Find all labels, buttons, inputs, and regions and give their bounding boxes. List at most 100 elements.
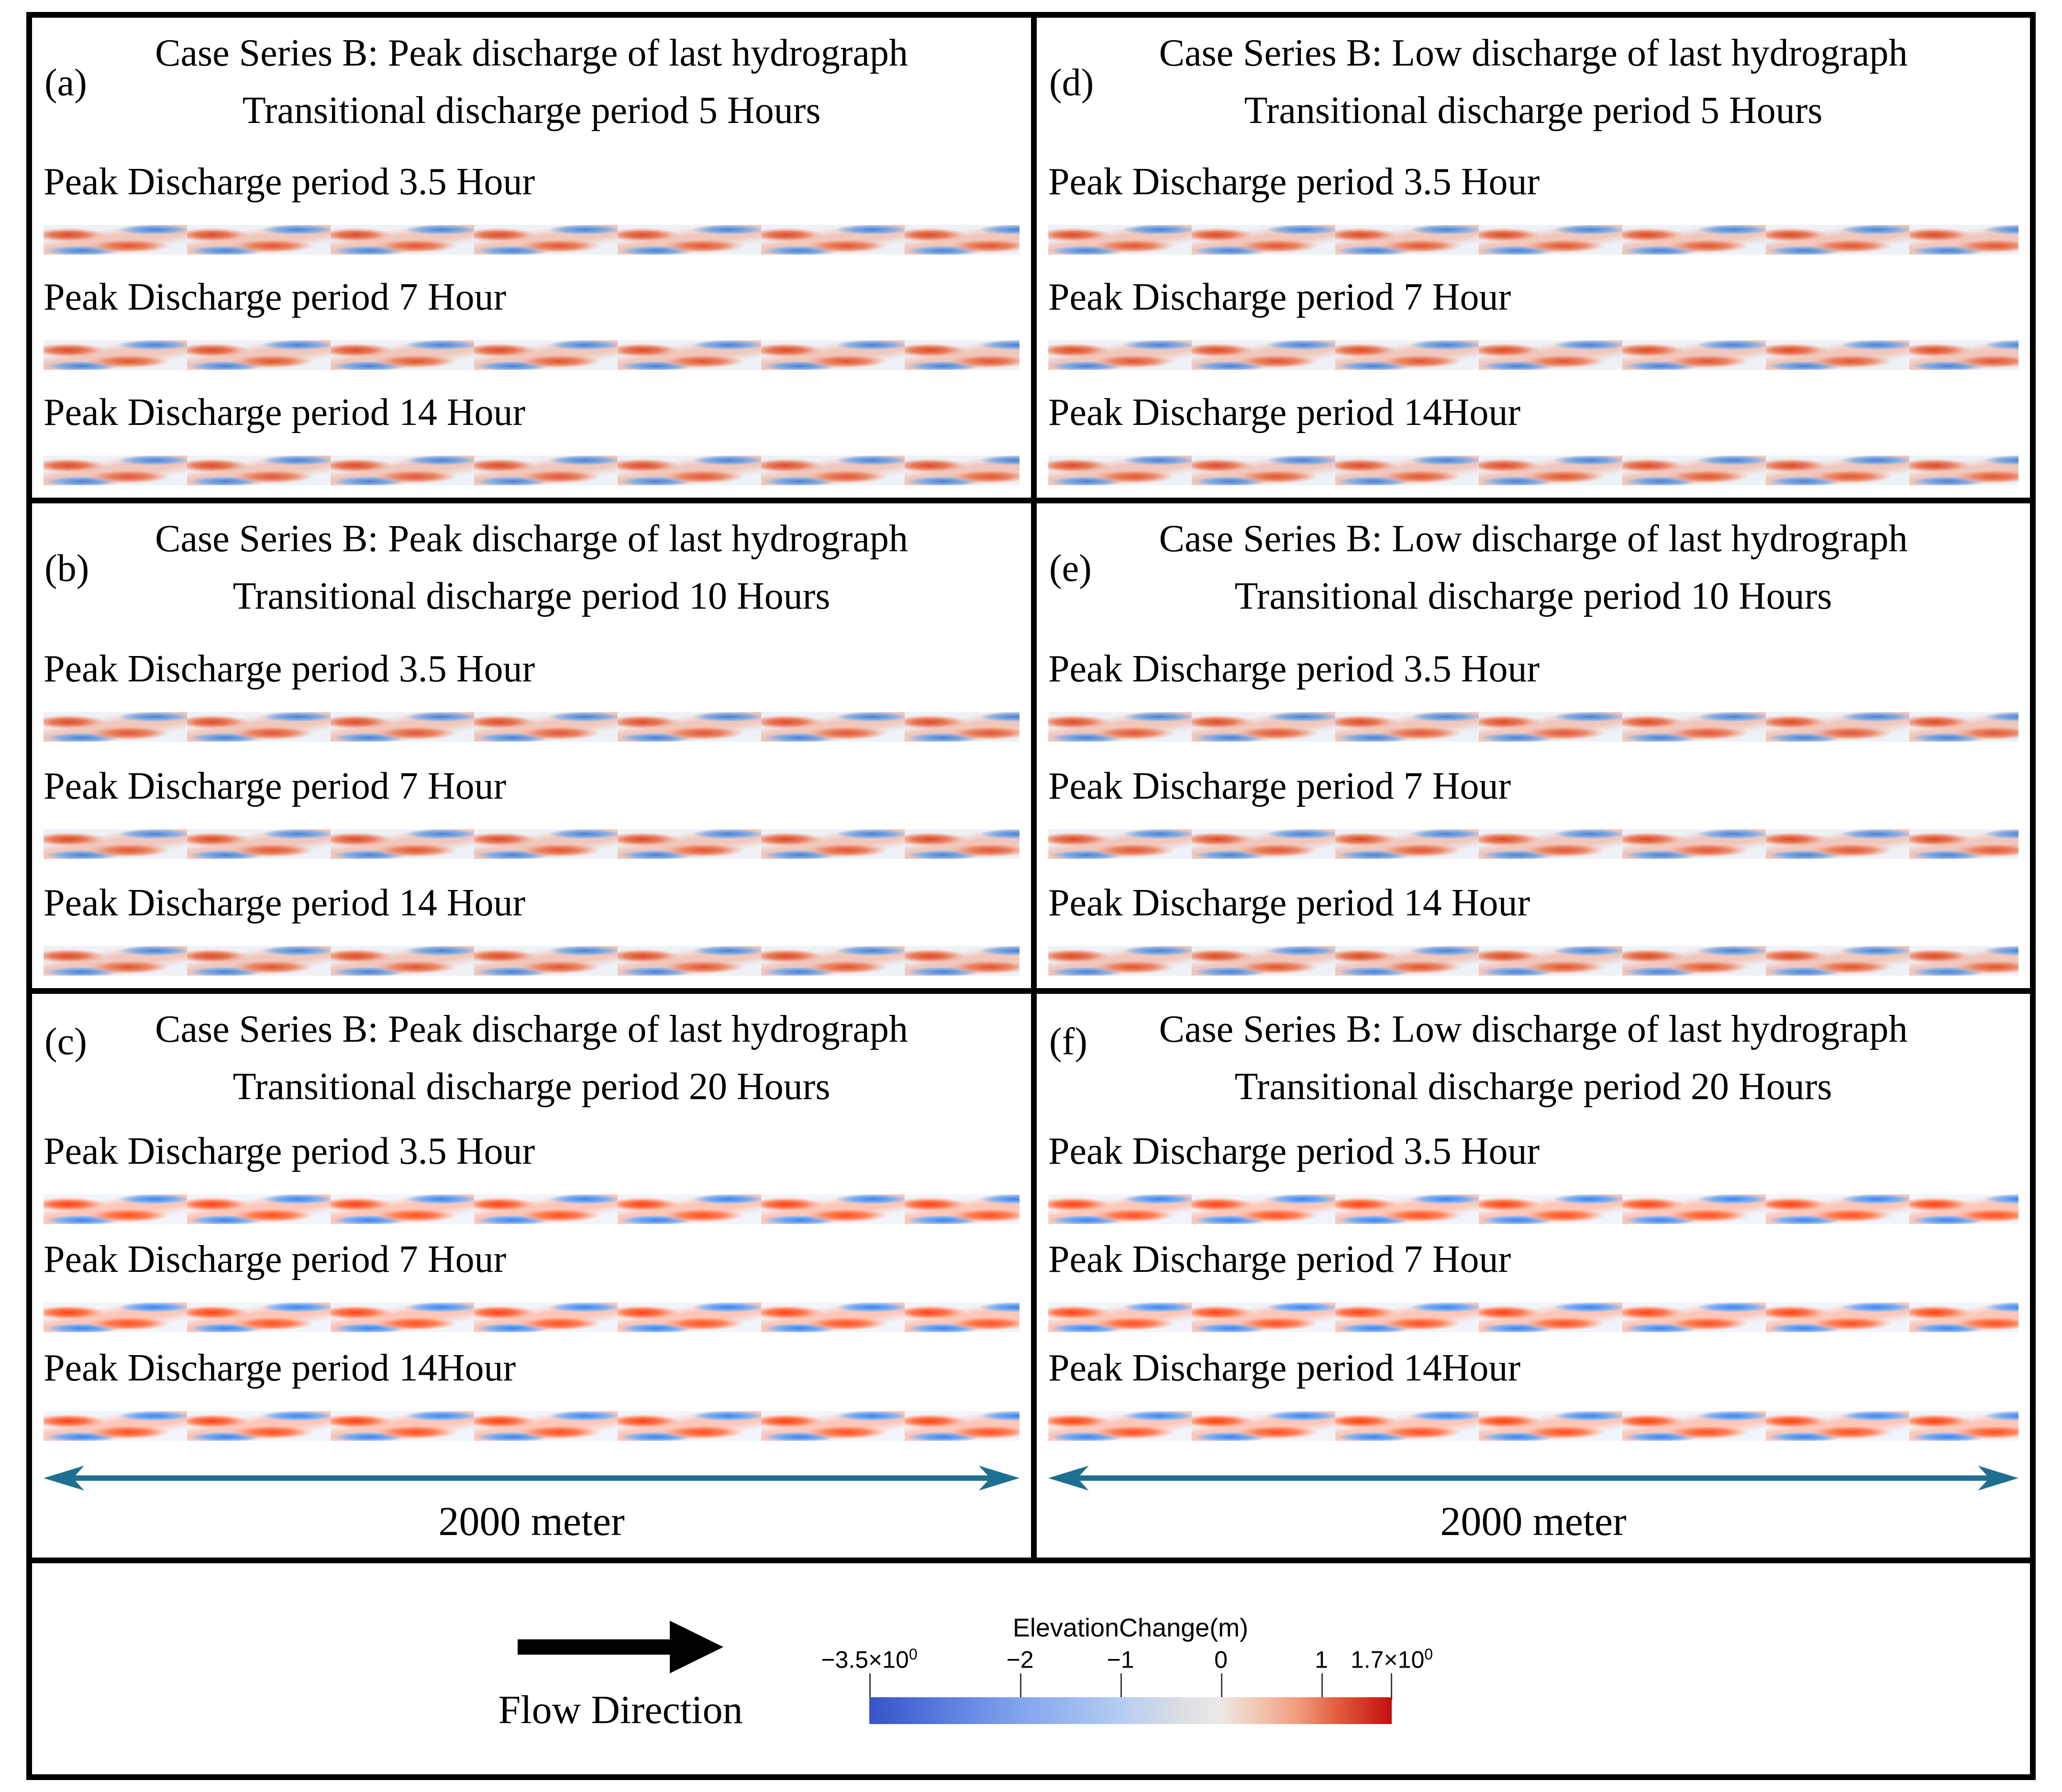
strip-label: Peak Discharge period 7 Hour: [1048, 1238, 1511, 1280]
scale-label: 2000 meter: [438, 1498, 625, 1544]
strip-label: Peak Discharge period 14Hour: [1048, 391, 1521, 434]
elevation-change-strip: [1048, 456, 2018, 485]
panel-c-title: Case Series B: Peak discharge of last hy…: [155, 1001, 908, 1115]
panel-d-title-line2: Transitional discharge period 5 Hours: [1244, 89, 1823, 132]
elevation-change-strip: [1048, 829, 2018, 859]
elevation-change-strip: [1048, 1194, 2018, 1224]
strip-label: Peak Discharge period 3.5 Hour: [44, 1130, 535, 1172]
panel-a-title: Case Series B: Peak discharge of last hy…: [155, 24, 908, 139]
elevation-change-strip: [1048, 946, 2018, 976]
panel-e-letter: (e): [1049, 547, 1092, 590]
elevation-change-strip: [1048, 340, 2018, 370]
figure-frame: (a) Case Series B: Peak discharge of las…: [26, 12, 2036, 1780]
colorbar-tick-label: −3.5×100: [821, 1646, 918, 1673]
panel-f-letter: (f): [1049, 1021, 1087, 1063]
strip-group: Peak Discharge period 3.5 Hour: [44, 158, 1020, 255]
strip-label: Peak Discharge period 7 Hour: [44, 276, 507, 318]
panel-a-title-line1: Case Series B: Peak discharge of last hy…: [155, 32, 908, 74]
panel-a: (a) Case Series B: Peak discharge of las…: [32, 18, 1031, 498]
panel-d-letter: (d): [1049, 62, 1094, 104]
colorbar-tick-label: −1: [1107, 1646, 1134, 1673]
strip-label: Peak Discharge period 7 Hour: [1048, 765, 1511, 807]
colorbar-tick-mark: [869, 1673, 871, 1700]
elevation-change-strip: [1048, 712, 2018, 742]
colorbar-tick-mark: [1120, 1673, 1122, 1700]
panel-e-title: Case Series B: Low discharge of last hyd…: [1159, 510, 1908, 625]
strip-group: Peak Discharge period 14Hour: [44, 1344, 1020, 1441]
panel-e-title-line2: Transitional discharge period 10 Hours: [1234, 575, 1832, 617]
strip-group: Peak Discharge period 7 Hour: [1048, 1235, 2018, 1332]
elevation-change-strip: [44, 946, 1020, 976]
colorbar-tick-label: −2: [1006, 1646, 1034, 1673]
elevation-change-strip: [44, 829, 1020, 859]
elevation-change-strip: [44, 712, 1020, 742]
panel-f: (f) Case Series B: Low discharge of last…: [1031, 988, 2030, 1558]
strip-group: Peak Discharge period 3.5 Hour: [1048, 1127, 2018, 1224]
panel-b-letter: (b): [44, 547, 89, 590]
strip-label: Peak Discharge period 14 Hour: [44, 391, 526, 434]
strip-label: Peak Discharge period 7 Hour: [44, 765, 507, 807]
panel-d: (d) Case Series B: Low discharge of last…: [1031, 18, 2030, 498]
panel-a-letter: (a): [44, 62, 87, 104]
strip-label: Peak Discharge period 14 Hour: [44, 881, 526, 924]
strip-group: Peak Discharge period 7 Hour: [44, 1235, 1020, 1332]
scale-bar: 2000 meter: [1048, 1466, 2018, 1545]
panel-c: (c) Case Series B: Peak discharge of las…: [32, 988, 1031, 1558]
panel-b-title-line2: Transitional discharge period 10 Hours: [233, 575, 831, 617]
strip-group: Peak Discharge period 3.5 Hour: [1048, 645, 2018, 742]
flow-direction-label: Flow Direction: [498, 1688, 743, 1732]
strip-label: Peak Discharge period 3.5 Hour: [1048, 1130, 1540, 1172]
panel-f-title: Case Series B: Low discharge of last hyd…: [1159, 1001, 1908, 1115]
colorbar-title: ElevationChange(m): [1012, 1614, 1249, 1642]
panel-c-title-line1: Case Series B: Peak discharge of last hy…: [155, 1008, 908, 1050]
strip-label: Peak Discharge period 3.5 Hour: [1048, 161, 1540, 203]
colorbar-tick-label: 1: [1315, 1646, 1328, 1673]
elevation-change-strip: [44, 225, 1020, 255]
panel-e: (e) Case Series B: Low discharge of last…: [1031, 498, 2030, 988]
colorbar-tick-mark: [1020, 1673, 1022, 1700]
panel-d-title: Case Series B: Low discharge of last hyd…: [1159, 24, 1908, 139]
strip-group: Peak Discharge period 14 Hour: [1048, 879, 2018, 976]
elevation-change-strip: [1048, 225, 2018, 255]
strip-group: Peak Discharge period 3.5 Hour: [44, 1127, 1020, 1224]
strip-group: Peak Discharge period 7 Hour: [44, 273, 1020, 370]
colorbar-gradient: [869, 1697, 1392, 1724]
flow-direction-arrow-icon: [518, 1621, 723, 1673]
elevation-change-strip: [1048, 1302, 2018, 1332]
strip-group: Peak Discharge period 7 Hour: [1048, 273, 2018, 370]
strip-group: Peak Discharge period 3.5 Hour: [1048, 158, 2018, 255]
scale-bar: 2000 meter: [44, 1466, 1020, 1545]
colorbar-tick-label: 0: [1214, 1646, 1228, 1673]
scale-label: 2000 meter: [1440, 1498, 1627, 1544]
strip-group: Peak Discharge period 3.5 Hour: [44, 645, 1020, 742]
elevation-change-strip: [44, 1302, 1020, 1332]
double-arrow-icon: [44, 1466, 1020, 1491]
panel-d-title-line1: Case Series B: Low discharge of last hyd…: [1159, 32, 1908, 74]
panel-b-title-line1: Case Series B: Peak discharge of last hy…: [155, 518, 908, 560]
elevation-change-strip: [44, 1194, 1020, 1224]
flow-direction-group: Flow Direction: [487, 1621, 754, 1733]
double-arrow-icon: [1048, 1466, 2018, 1491]
elevation-change-strip: [44, 340, 1020, 370]
panel-b: (b) Case Series B: Peak discharge of las…: [32, 498, 1031, 988]
colorbar-tick-label: 1.7×100: [1350, 1646, 1433, 1673]
strip-label: Peak Discharge period 3.5 Hour: [1048, 648, 1540, 690]
strip-group: Peak Discharge period 14Hour: [1048, 1344, 2018, 1441]
strip-label: Peak Discharge period 14Hour: [44, 1347, 516, 1389]
colorbar: ElevationChange(m) −3.5×100 −2 −1 0 1 1.…: [821, 1613, 1433, 1749]
strip-label: Peak Discharge period 7 Hour: [44, 1238, 507, 1280]
panel-b-title: Case Series B: Peak discharge of last hy…: [155, 510, 908, 625]
elevation-change-strip: [1048, 1411, 2018, 1441]
strip-group: Peak Discharge period 7 Hour: [1048, 762, 2018, 859]
panel-a-title-line2: Transitional discharge period 5 Hours: [242, 89, 821, 132]
colorbar-tick-mark: [1221, 1673, 1223, 1700]
colorbar-body: −3.5×100 −2 −1 0 1 1.7×100: [821, 1646, 1433, 1749]
strip-label: Peak Discharge period 7 Hour: [1048, 276, 1511, 318]
colorbar-tick-mark: [1390, 1673, 1392, 1700]
strip-label: Peak Discharge period 14 Hour: [1048, 881, 1530, 924]
strip-group: Peak Discharge period 14 Hour: [44, 389, 1020, 485]
strip-group: Peak Discharge period 14Hour: [1048, 389, 2018, 485]
strip-label: Peak Discharge period 3.5 Hour: [44, 648, 535, 690]
colorbar-tick-mark: [1321, 1673, 1323, 1700]
elevation-change-strip: [44, 1411, 1020, 1441]
